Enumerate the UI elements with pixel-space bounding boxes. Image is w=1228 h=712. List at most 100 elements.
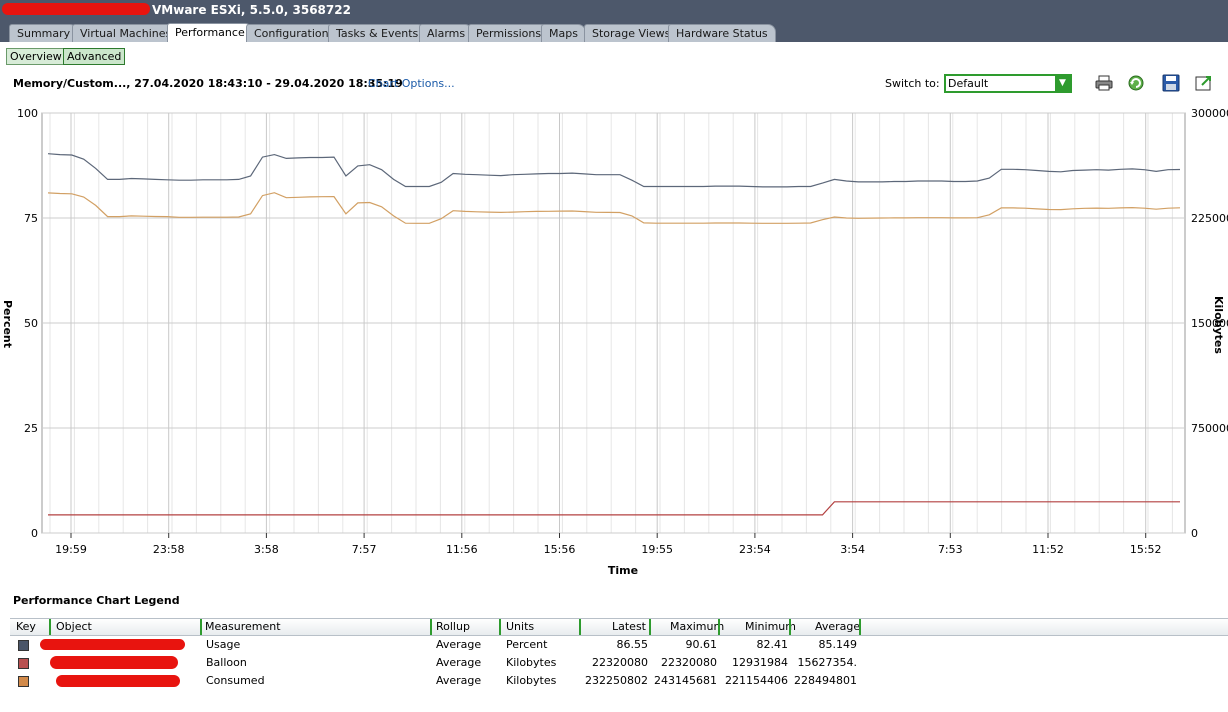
window-title: VMware ESXi, 5.5.0, 3568722 [152,3,351,17]
x-tick-label: 23:54 [739,543,771,556]
tab-performance[interactable]: Performance [167,23,253,42]
chart-title: Memory/Custom..., 27.04.2020 18:43:10 - … [13,77,403,90]
subtab-advanced[interactable]: Advanced [63,48,126,65]
main-tab-bar: Summary Virtual Machines Performance Con… [0,20,1228,42]
legend-maximum: 243145681 [654,674,717,687]
title-bar: VMware ESXi, 5.5.0, 3568722 [0,0,1228,20]
y-tick-label-left: 0 [31,527,38,540]
column-divider[interactable] [49,619,51,635]
column-divider[interactable] [789,619,791,635]
x-tick-label: 11:52 [1032,543,1064,556]
legend-header-average[interactable]: Average [815,620,861,633]
plot-area [41,112,1186,534]
y-tick-label-left: 25 [24,422,38,435]
column-divider[interactable] [649,619,651,635]
y-tick-label-right: 75000000 [1191,422,1228,435]
y-axis-label-right: Kilobytes [1212,296,1225,354]
tab-configuration[interactable]: Configuration [246,24,337,42]
legend-measurement: Usage [206,638,241,651]
legend-row-consumed[interactable]: Consumed Average Kilobytes 232250802 243… [10,672,1228,690]
x-tick-label: 19:55 [641,543,673,556]
x-axis-label: Time [608,564,638,577]
redacted-object-name [56,675,180,687]
column-divider[interactable] [579,619,581,635]
refresh-icon[interactable] [1127,74,1145,92]
legend-latest: 22320080 [592,656,648,669]
legend-average: 228494801 [794,674,857,687]
column-divider[interactable] [430,619,432,635]
y-axis-label-left: Percent [1,300,14,349]
print-icon[interactable] [1095,74,1113,92]
legend-rollup: Average [436,674,482,687]
x-tick-label: 7:53 [938,543,963,556]
chart-options-link[interactable]: Chart Options... [368,77,455,90]
legend-swatch-balloon [18,658,29,669]
tab-hardware-status[interactable]: Hardware Status [668,24,776,42]
legend-measurement: Consumed [206,674,265,687]
legend-row-usage[interactable]: Usage Average Percent 86.55 90.61 82.41 … [10,636,1228,654]
subtab-overview[interactable]: Overview [6,48,66,65]
redacted-host-name [2,3,150,15]
legend-rollup: Average [436,656,482,669]
save-icon[interactable] [1162,74,1180,92]
y-tick-label-left: 100 [17,107,38,120]
y-tick-label-left: 50 [24,317,38,330]
legend-minimum: 221154406 [725,674,788,687]
x-tick-label: 19:59 [55,543,87,556]
tab-permissions[interactable]: Permissions [468,24,550,42]
legend-average: 85.149 [818,638,858,651]
legend-maximum: 22320080 [661,656,717,669]
column-divider[interactable] [499,619,501,635]
legend-header-object[interactable]: Object [56,620,92,633]
redacted-object-name [50,656,178,669]
tab-summary[interactable]: Summary [9,24,79,42]
y-tick-label-right: 0 [1191,527,1198,540]
legend-minimum: 12931984 [732,656,788,669]
legend-header-key[interactable]: Key [16,620,36,633]
x-tick-label: 23:58 [153,543,185,556]
tab-storage-views[interactable]: Storage Views [584,24,679,42]
switch-to-label: Switch to: [885,77,940,90]
chevron-down-icon[interactable]: ▼ [1055,76,1070,91]
legend-header-measurement[interactable]: Measurement [205,620,281,633]
legend-latest: 86.55 [616,638,649,651]
legend-title: Performance Chart Legend [13,594,180,607]
series-line-usage [47,153,1181,188]
x-tick-label: 3:54 [840,543,865,556]
legend-header-units[interactable]: Units [506,620,535,633]
x-tick-label: 15:52 [1130,543,1162,556]
y-tick-label-left: 75 [24,212,38,225]
legend-minimum: 82.41 [756,638,789,651]
legend-latest: 232250802 [585,674,648,687]
legend-header: Key Object Measurement Rollup Units Late… [10,618,1228,636]
tab-tasks-events[interactable]: Tasks & Events [328,24,427,42]
x-tick-label: 11:56 [446,543,478,556]
legend-swatch-consumed [18,676,29,687]
switch-to-value: Default [948,77,989,90]
y-tick-label-right: 225000000 [1191,212,1228,225]
legend-header-minimum[interactable]: Minimum [745,620,796,633]
legend-header-latest[interactable]: Latest [612,620,646,633]
legend-row-balloon[interactable]: Balloon Average Kilobytes 22320080 22320… [10,654,1228,672]
tab-virtual-machines[interactable]: Virtual Machines [72,24,180,42]
legend-units: Percent [506,638,548,651]
tab-alarms[interactable]: Alarms [419,24,474,42]
y-tick-label-right: 300000000 [1191,107,1228,120]
column-divider[interactable] [718,619,720,635]
series-line-balloon [48,501,1180,516]
x-tick-label: 3:58 [254,543,279,556]
legend-maximum: 90.61 [685,638,718,651]
tab-maps[interactable]: Maps [541,24,586,42]
legend-header-rollup[interactable]: Rollup [436,620,470,633]
x-tick-label: 7:57 [352,543,377,556]
legend-units: Kilobytes [506,656,557,669]
x-tick-label: 15:56 [544,543,576,556]
series-line-consumed [47,192,1181,224]
switch-to-select[interactable]: Default ▼ [944,74,1072,93]
column-divider[interactable] [200,619,202,635]
export-icon[interactable] [1195,74,1213,92]
legend-units: Kilobytes [506,674,557,687]
legend-header-maximum[interactable]: Maximum [670,620,725,633]
column-divider[interactable] [859,619,861,635]
legend-rollup: Average [436,638,482,651]
